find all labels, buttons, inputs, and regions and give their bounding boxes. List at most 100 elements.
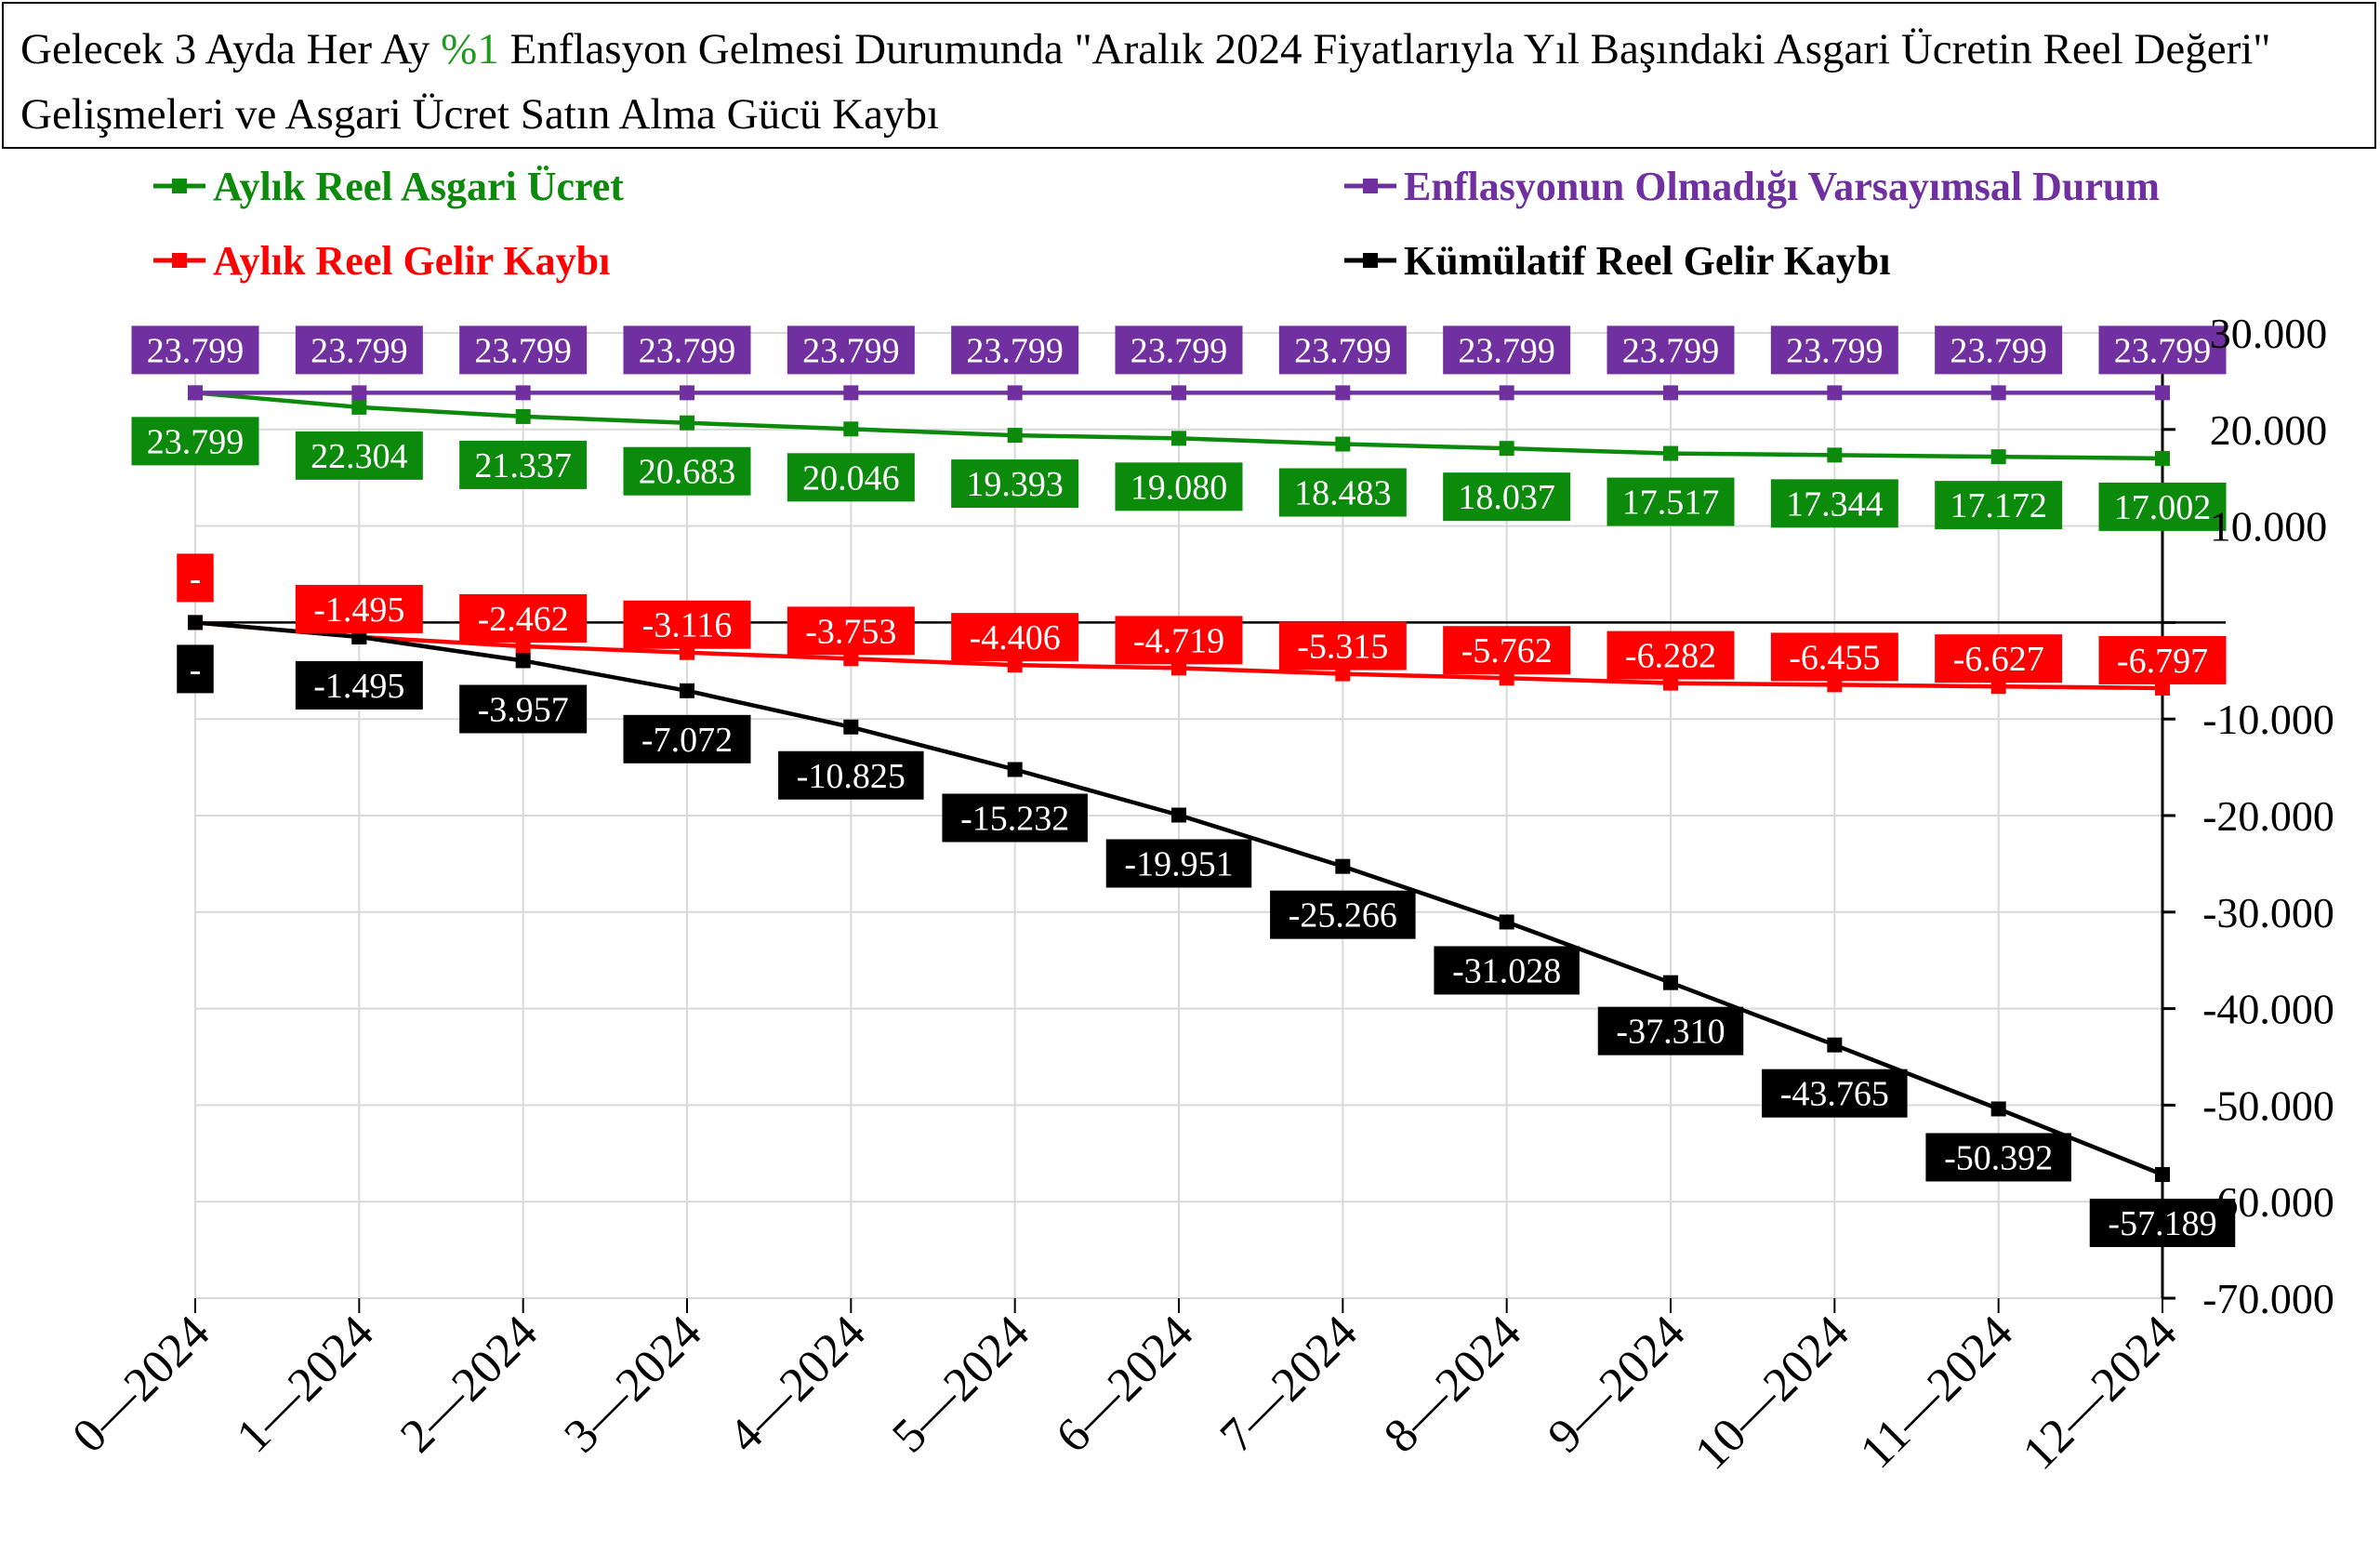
black-series-point <box>1990 1101 2006 1117</box>
purple-data-label-text: 23.799 <box>1458 331 1555 370</box>
purple-data-label-text: 23.799 <box>639 331 736 370</box>
green-data-label-box <box>1606 477 1735 526</box>
x-tick-label: 7—2024 <box>1210 1306 1368 1463</box>
green-data-label-text: 20.046 <box>802 458 900 498</box>
purple-data-label-box <box>951 325 1079 375</box>
x-tick-label: 12—2024 <box>2013 1306 2187 1480</box>
y-tick-label: -20.000 <box>2202 792 2334 840</box>
legend-item: Aylık Reel Asgari Ücret <box>153 164 624 209</box>
purple-series-point <box>1827 385 1843 401</box>
red-data-label-box <box>623 600 751 649</box>
purple-data-label-box <box>1606 325 1735 375</box>
x-tick-label: 9—2024 <box>1538 1306 1695 1463</box>
red-data-label-text: -6.455 <box>1789 638 1880 677</box>
green-data-label-text: 17.172 <box>1950 486 2047 525</box>
red-data-label-text: -5.762 <box>1461 631 1553 670</box>
red-data-label-box <box>951 613 1079 662</box>
black-series-point <box>1499 914 1514 930</box>
red-data-label-box <box>1606 630 1735 680</box>
black-data-label: -43.765 <box>1762 1069 1908 1118</box>
purple-data-label-box <box>459 325 588 375</box>
purple-data-label-text: 23.799 <box>1622 331 1720 370</box>
green-data-label-box <box>1443 472 1571 522</box>
legend-label: Kümülatif Reel Gelir Kaybı <box>1404 238 1891 284</box>
black-data-label-box <box>295 660 423 710</box>
purple-data-label-text: 23.799 <box>802 331 900 370</box>
green-data-label-text: 19.393 <box>966 465 1064 504</box>
purple-data-label-text: 23.799 <box>474 331 572 370</box>
green-data-label-box <box>2098 482 2227 531</box>
green-data-label-text: 17.344 <box>1786 484 1884 524</box>
green-data-label: 21.337 <box>459 440 588 489</box>
legend-item: Kümülatif Reel Gelir Kaybı <box>1344 238 1891 284</box>
red-data-label-box <box>177 553 214 603</box>
purple-series-point <box>351 385 367 401</box>
black-data-label-text: -43.765 <box>1780 1075 1889 1114</box>
black-data-label-box <box>2089 1199 2236 1248</box>
red-data-label-text: -6.797 <box>2117 642 2208 681</box>
purple-data-label-box <box>623 325 751 375</box>
purple-data-label: 23.799 <box>1115 325 1243 375</box>
green-data-label: 23.799 <box>131 417 259 466</box>
black-series-point <box>2155 1167 2170 1183</box>
purple-data-label-box <box>1278 325 1407 375</box>
black-data-label-text: -57.189 <box>2108 1204 2216 1243</box>
green-data-label-text: 20.683 <box>639 453 736 492</box>
green-data-label: 18.483 <box>1278 468 1407 517</box>
green-data-label-box <box>787 453 915 502</box>
black-data-label: -7.072 <box>623 714 751 763</box>
black-data-label: -10.825 <box>778 750 924 800</box>
red-data-label: -6.627 <box>1935 634 2063 684</box>
green-data-label: 17.172 <box>1935 481 2063 530</box>
black-data-label: -1.495 <box>295 660 423 710</box>
purple-data-label: 23.799 <box>1443 325 1571 375</box>
purple-series-point <box>1335 385 1351 401</box>
x-tick-label: 0—2024 <box>62 1306 219 1463</box>
black-series-point <box>515 653 531 669</box>
red-data-label: -6.282 <box>1606 630 1735 680</box>
purple-series-point <box>1663 385 1678 401</box>
green-data-label: 22.304 <box>295 431 423 480</box>
black-data-label: -37.310 <box>1597 1006 1744 1055</box>
y-tick-label: 20.000 <box>2210 406 2328 454</box>
purple-series-point <box>188 385 203 401</box>
data-labels: 23.799 23.799 23.799 23.799 23.799 23.799 23.7… <box>131 325 2236 1248</box>
x-tick-label: 5—2024 <box>882 1306 1039 1463</box>
purple-series-point <box>1171 385 1186 401</box>
black-data-label-text: -25.266 <box>1289 896 1397 936</box>
black-data-label-box <box>1925 1133 2071 1182</box>
legend-swatch-marker <box>172 253 187 268</box>
purple-data-label-text: 23.799 <box>1130 331 1228 370</box>
red-data-label-text: - <box>190 559 202 598</box>
red-data-label: -5.315 <box>1278 621 1407 670</box>
black-data-label: -25.266 <box>1270 890 1416 939</box>
black-series-point <box>1007 762 1023 777</box>
black-data-label-box <box>1270 890 1416 939</box>
green-data-label-text: 17.517 <box>1622 484 1720 523</box>
black-data-label-box <box>1597 1006 1744 1055</box>
black-series-point <box>188 615 203 630</box>
purple-data-label: 23.799 <box>623 325 751 375</box>
green-series-point <box>1499 441 1514 457</box>
y-tick-label: 10.000 <box>2210 503 2328 551</box>
x-tick-label: 2—2024 <box>390 1306 548 1463</box>
y-tick-label: -50.000 <box>2202 1082 2334 1129</box>
title-part1: Gelecek 3 Ayda Her Ay <box>20 25 442 73</box>
purple-series-point <box>680 385 694 401</box>
green-data-label-box <box>623 446 751 496</box>
purple-series-point <box>515 385 531 401</box>
black-data-label: -19.951 <box>1105 839 1252 888</box>
red-data-label-text: -5.315 <box>1297 628 1388 667</box>
red-data-label-box <box>2098 635 2227 684</box>
black-series-point <box>1335 858 1351 874</box>
black-data-label-text: -50.392 <box>1944 1138 2053 1177</box>
y-tick-label: 30.000 <box>2210 310 2328 357</box>
purple-data-label-box <box>131 325 259 375</box>
red-data-label: -3.116 <box>623 600 751 649</box>
green-data-label-text: 17.002 <box>2114 488 2212 527</box>
black-data-label-text: - <box>190 650 202 689</box>
red-data-label-box <box>1443 626 1571 675</box>
purple-data-label: 23.799 <box>2098 325 2227 375</box>
red-data-label-box <box>459 593 588 643</box>
